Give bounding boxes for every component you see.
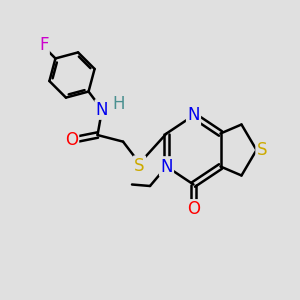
Text: S: S — [257, 141, 267, 159]
Text: N: N — [96, 100, 108, 118]
Text: N: N — [187, 106, 200, 124]
Text: H: H — [112, 95, 125, 113]
Text: N: N — [160, 158, 173, 175]
Text: O: O — [65, 130, 78, 148]
Text: F: F — [39, 36, 49, 54]
Text: S: S — [134, 157, 145, 175]
Text: O: O — [187, 200, 200, 218]
